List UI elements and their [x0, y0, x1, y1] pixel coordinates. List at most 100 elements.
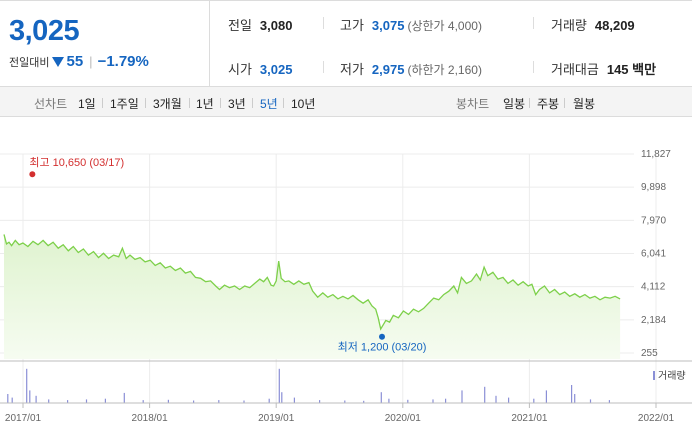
volume-bar	[193, 400, 195, 403]
volume-cell: 거래량 48,209	[551, 15, 635, 34]
volume-label: 거래량	[551, 18, 587, 33]
volume-bar	[85, 399, 88, 403]
volume-bar	[48, 399, 50, 403]
min-price-marker	[379, 333, 385, 340]
y-tick-label: 7,970	[641, 215, 666, 226]
volume-bar	[142, 400, 144, 403]
volume-bar	[432, 399, 434, 403]
chart-toolbar: 선차트 1일 1주일 3개월 1년 3년 5년 10년 봉차트 일봉 주봉 월봉	[0, 87, 692, 117]
range-tab-5y[interactable]: 5년	[260, 97, 278, 111]
range-tab-1d[interactable]: 1일	[78, 97, 96, 111]
prev-close-cell: 전일 3,080	[228, 15, 292, 34]
price-chart: 11,827 9,898 7,970 6,041 4,112 2,184 255 최고 10…	[0, 149, 692, 424]
volume-bar	[445, 398, 447, 403]
candle-tab-daily[interactable]: 일봉	[503, 97, 526, 111]
price-line	[3, 234, 621, 331]
low-value: 2,975	[371, 62, 405, 77]
divider	[189, 98, 190, 108]
line-chart-label: 선차트	[34, 97, 68, 111]
high-label: 고가	[340, 18, 364, 33]
divider	[323, 17, 324, 29]
y-tick-label: 4,112	[641, 282, 666, 293]
volume-bar	[35, 395, 37, 403]
volume-bar	[268, 398, 270, 403]
volume-bar	[574, 394, 576, 403]
low-cell: 저가 2,975 (하한가 2,160)	[340, 59, 482, 78]
divider	[529, 98, 530, 108]
volume-bar	[571, 385, 573, 403]
trade-value-label: 거래대금	[551, 62, 599, 77]
volume-bar	[363, 400, 365, 403]
price-area	[4, 234, 621, 359]
volume-legend: 거래량	[658, 370, 686, 382]
volume-bar	[380, 392, 382, 403]
volume-bars	[7, 368, 610, 403]
range-tab-3m[interactable]: 3개월	[153, 97, 182, 111]
range-tab-10y[interactable]: 10년	[291, 97, 316, 111]
prev-close-value: 3,080	[259, 18, 293, 33]
volume-bar	[67, 400, 69, 403]
change-percent: −1.79%	[97, 53, 149, 70]
low-label: 저가	[340, 62, 364, 77]
candle-tab-weekly[interactable]: 주봉	[537, 97, 560, 111]
range-tab-1y[interactable]: 1년	[196, 97, 214, 111]
divider	[283, 98, 284, 108]
price-summary: 3,025 전일대비 55 | −1.79% 전일 3,080 고가 3,075…	[0, 0, 692, 87]
high-cell: 고가 3,075 (상한가 4,000)	[340, 15, 482, 34]
volume-bar	[484, 386, 486, 403]
range-tab-3y[interactable]: 3년	[228, 97, 246, 111]
volume-bar	[104, 398, 106, 403]
down-triangle-icon	[52, 56, 65, 67]
volume-bar	[608, 400, 610, 403]
x-tick-label: 2018/01	[132, 413, 169, 424]
divider	[252, 98, 253, 108]
divider	[323, 61, 324, 73]
extreme-markers: 최고 10,650 (03/17) 최저 1,200 (03/20)	[29, 156, 426, 354]
volume-bar	[11, 397, 13, 403]
candle-tab-monthly[interactable]: 월봉	[573, 97, 596, 111]
divider	[145, 98, 146, 108]
y-tick-label: 9,898	[641, 182, 666, 193]
divider	[533, 61, 534, 73]
y-axis: 11,827 9,898 7,970 6,041 4,112 2,184 255	[641, 149, 671, 359]
volume-bar	[388, 398, 390, 403]
volume-bar	[281, 392, 283, 403]
volume-bar	[218, 400, 220, 403]
price-change: 전일대비 55 | −1.79%	[9, 53, 149, 70]
volume-legend-swatch	[653, 371, 655, 380]
volume-bar	[293, 397, 295, 403]
candle-chart-label: 봉차트	[456, 97, 490, 111]
open-value: 3,025	[259, 62, 293, 77]
divider	[220, 98, 221, 108]
volume-value: 48,209	[594, 18, 635, 33]
range-tab-1w[interactable]: 1주일	[110, 97, 139, 111]
max-price-annotation: 최고 10,650 (03/17)	[29, 156, 124, 169]
volume-bar	[123, 392, 125, 403]
volume-bar	[278, 368, 280, 403]
divider	[533, 17, 534, 29]
min-price-annotation: 최저 1,200 (03/20)	[338, 341, 427, 354]
volume-bar	[407, 399, 409, 403]
divider	[564, 98, 565, 108]
x-tick-label: 2021/01	[511, 413, 548, 424]
x-tick-label: 2020/01	[385, 413, 422, 424]
open-label: 시가	[228, 62, 252, 77]
divider: |	[89, 54, 93, 69]
trade-value: 145 백만	[606, 62, 657, 77]
volume-bar	[533, 398, 535, 403]
upper-limit: (상한가 4,000)	[407, 19, 482, 33]
y-tick-label: 2,184	[641, 315, 666, 326]
volume-bar	[243, 400, 245, 403]
y-tick-label: 6,041	[641, 249, 666, 260]
y-tick-label: 11,827	[641, 149, 671, 160]
prev-close-label: 전일	[228, 18, 252, 33]
x-axis: 2017/01 2018/01 2019/01 2020/01 2021/01 2022/…	[5, 403, 675, 424]
x-tick-label: 2022/01	[638, 413, 675, 424]
volume-bar	[589, 399, 592, 403]
volume-bar	[167, 399, 169, 403]
trade-value-cell: 거래대금 145 백만	[551, 59, 656, 78]
x-tick-label: 2017/01	[5, 413, 42, 424]
max-price-marker	[29, 171, 36, 178]
change-amount: 55	[66, 53, 84, 70]
change-label: 전일대비	[9, 56, 50, 69]
